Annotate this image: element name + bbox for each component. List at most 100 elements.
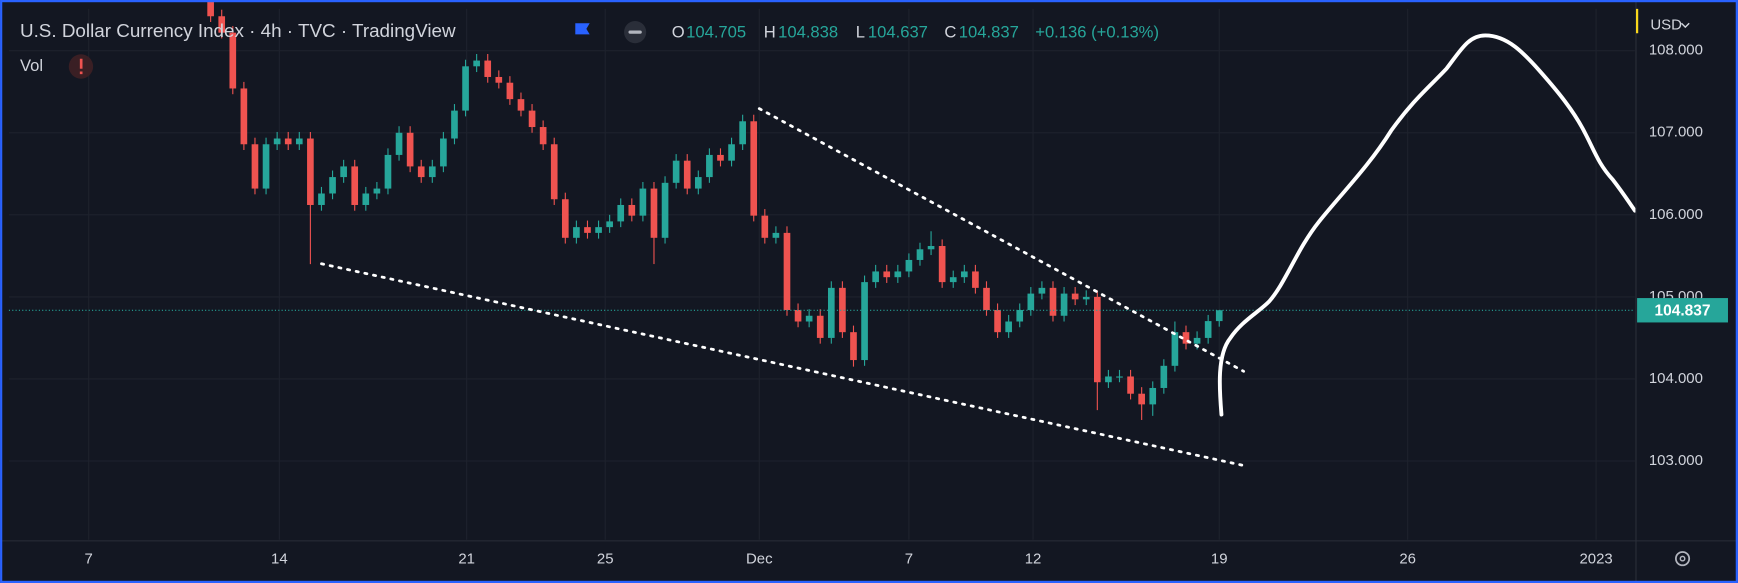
- candle-body: [1060, 293, 1068, 316]
- candle-body: [1027, 293, 1035, 311]
- ohlc-value: 104.838: [778, 23, 838, 42]
- candle-body: [584, 227, 591, 233]
- candle-body: [728, 144, 735, 161]
- candle-body: [717, 154, 724, 161]
- candle-body: [295, 138, 303, 145]
- candle-body: [395, 132, 403, 155]
- candle-body: [628, 204, 636, 216]
- projection-curve: [1217, 33, 1637, 417]
- candle-body: [872, 271, 879, 283]
- hide-icon: [628, 30, 642, 34]
- candle-body: [1204, 321, 1212, 338]
- warning-icon: [79, 71, 83, 75]
- candle-body: [672, 160, 680, 183]
- x-tick-label: 7: [85, 551, 93, 568]
- chart-title: U.S. Dollar Currency Index · 4h · TVC · …: [20, 20, 456, 41]
- candle-body: [1038, 287, 1046, 294]
- candle-body: [1016, 310, 1024, 322]
- candle-body: [229, 32, 237, 89]
- candle-body: [783, 232, 791, 311]
- candle-body: [772, 232, 780, 238]
- y-tick-label: 107.000: [1649, 124, 1703, 141]
- candle-body: [273, 138, 281, 145]
- ohlc-value: 104.705: [686, 23, 746, 42]
- candle-body: [761, 215, 769, 238]
- x-tick-label: 19: [1211, 551, 1228, 568]
- ohlc-value: 104.837: [959, 23, 1019, 42]
- candle-body: [750, 121, 758, 216]
- candle-body: [739, 121, 746, 145]
- x-tick-label: 25: [597, 551, 614, 568]
- candle-body: [1193, 337, 1201, 344]
- x-tick-label: 14: [271, 551, 288, 568]
- gear: [1675, 551, 1691, 567]
- x-tick-label: 12: [1025, 551, 1042, 568]
- x-tick-label: 2023: [1579, 551, 1612, 568]
- candle-body: [794, 310, 802, 322]
- candle-body: [861, 282, 868, 361]
- candle-body: [905, 259, 913, 272]
- candle-body: [827, 287, 835, 338]
- candle-body: [1116, 376, 1123, 378]
- candle-body: [1093, 296, 1101, 383]
- candle-body: [706, 154, 713, 178]
- x-tick-label: 21: [458, 551, 475, 568]
- y-tick-label: 104.000: [1649, 370, 1703, 387]
- candle-body: [329, 177, 336, 194]
- candle-body: [994, 310, 1001, 333]
- currency[interactable]: USD: [1650, 16, 1682, 33]
- y-tick-label: 103.000: [1649, 452, 1703, 469]
- candle-body: [484, 60, 492, 77]
- candle-body: [1215, 310, 1223, 322]
- candle-body: [384, 154, 392, 189]
- warning-icon: [79, 58, 83, 69]
- candle-body: [406, 132, 414, 167]
- candle-body: [1171, 332, 1179, 366]
- candle-body: [1071, 293, 1079, 300]
- lower-trendline: [320, 262, 1246, 467]
- candle-body: [440, 138, 447, 167]
- candle-body: [318, 193, 325, 205]
- candles: [8, 0, 1635, 420]
- candle-body: [617, 204, 625, 222]
- grid: [8, 8, 1635, 540]
- settings-icon[interactable]: [1675, 551, 1691, 567]
- candle-body: [1005, 321, 1012, 333]
- volume-label: Vol: [20, 56, 43, 75]
- ohlc-value: 104.637: [868, 23, 928, 42]
- candle-body: [506, 82, 514, 100]
- candle-body: [1160, 365, 1168, 388]
- candle-body: [816, 315, 824, 338]
- y-tick-label: 106.000: [1649, 206, 1703, 223]
- candle-body: [883, 271, 891, 278]
- candle-body: [473, 60, 480, 67]
- candle-body: [240, 88, 248, 145]
- candle-body: [606, 221, 613, 228]
- candle-body: [218, 16, 226, 33]
- time-axis: [0, 540, 1738, 583]
- candle-body: [561, 199, 569, 238]
- candle-body: [351, 166, 359, 205]
- candle-body: [550, 144, 558, 200]
- candle-body: [517, 99, 525, 111]
- candle-body: [284, 138, 292, 145]
- candle-body: [927, 246, 935, 250]
- candle-body: [1049, 287, 1057, 316]
- x-tick-label: 7: [905, 551, 913, 568]
- ohlc-label: L: [856, 23, 865, 42]
- candle-body: [938, 246, 946, 283]
- candle-body: [251, 144, 259, 189]
- x-tick-label: 26: [1399, 551, 1416, 568]
- candle-body: [650, 188, 658, 238]
- candle-body: [639, 188, 647, 216]
- candle-body: [894, 271, 902, 278]
- candle-body: [207, 1, 214, 17]
- candle-body: [916, 249, 924, 260]
- ohlc-label: O: [672, 23, 685, 42]
- candle-body: [462, 66, 469, 111]
- currency-chevron: [1680, 22, 1690, 29]
- candle-body: [1138, 393, 1145, 405]
